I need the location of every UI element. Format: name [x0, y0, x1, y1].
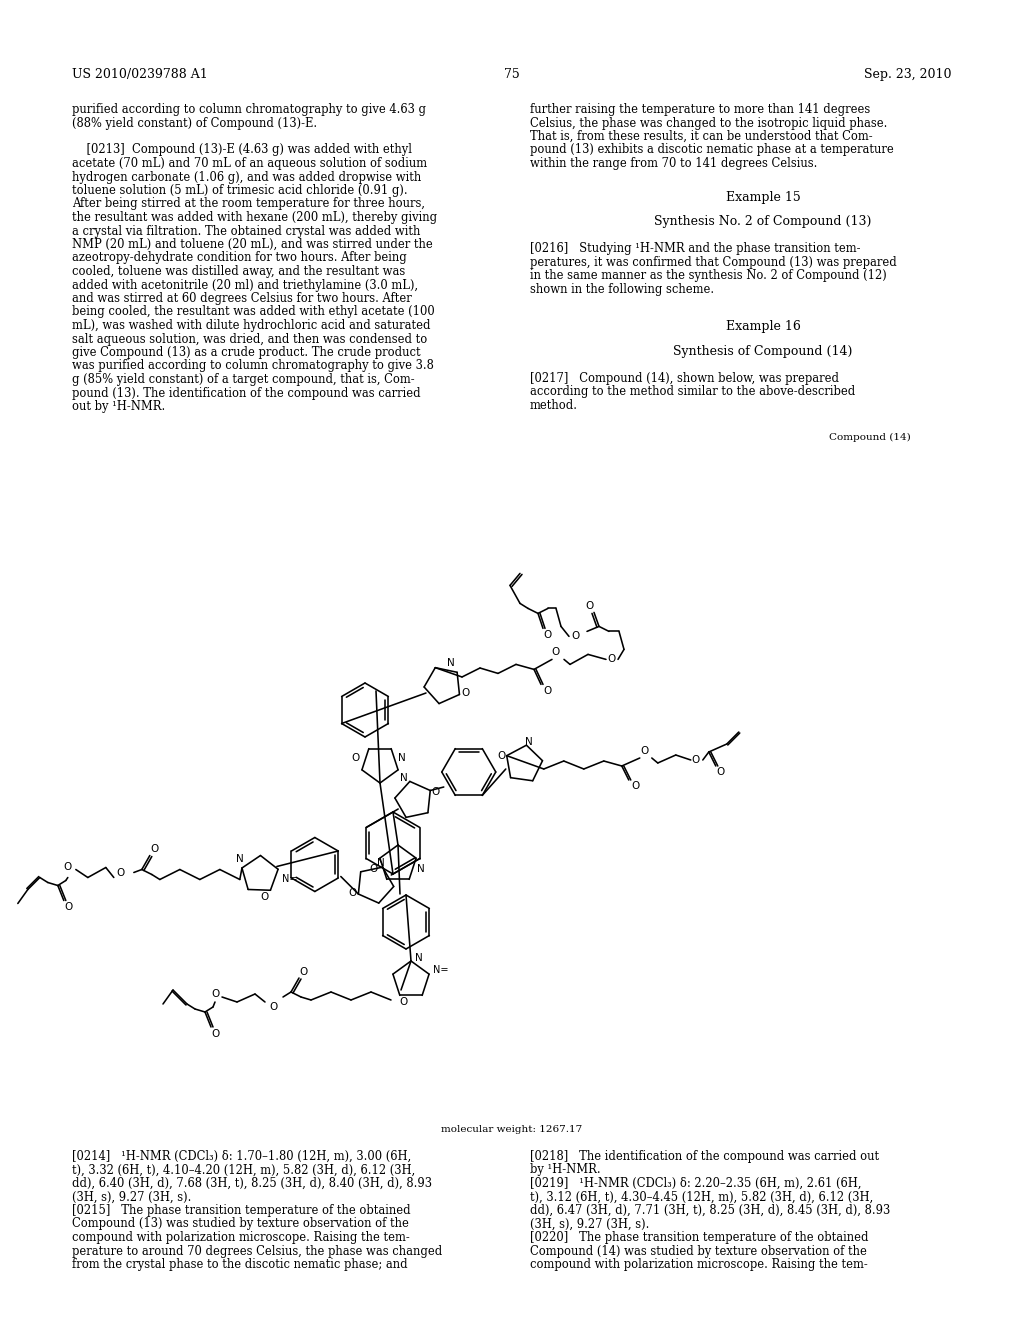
Text: N=: N= — [433, 965, 449, 975]
Text: O: O — [432, 787, 440, 797]
Text: [0214]   ¹H-NMR (CDCl₃) δ: 1.70–1.80 (12H, m), 3.00 (6H,: [0214] ¹H-NMR (CDCl₃) δ: 1.70–1.80 (12H,… — [72, 1150, 412, 1163]
Text: pound (13) exhibits a discotic nematic phase at a temperature: pound (13) exhibits a discotic nematic p… — [530, 144, 894, 157]
Text: [0218]   The identification of the compound was carried out: [0218] The identification of the compoun… — [530, 1150, 880, 1163]
Text: Celsius, the phase was changed to the isotropic liquid phase.: Celsius, the phase was changed to the is… — [530, 116, 888, 129]
Text: further raising the temperature to more than 141 degrees: further raising the temperature to more … — [530, 103, 870, 116]
Text: (88% yield constant) of Compound (13)-E.: (88% yield constant) of Compound (13)-E. — [72, 116, 317, 129]
Text: Example 15: Example 15 — [726, 191, 801, 203]
Text: [0216]   Studying ¹H-NMR and the phase transition tem-: [0216] Studying ¹H-NMR and the phase tra… — [530, 242, 860, 255]
Text: N: N — [377, 858, 385, 867]
Text: O: O — [571, 631, 581, 642]
Text: method.: method. — [530, 399, 578, 412]
Text: N=: N= — [282, 874, 297, 884]
Text: O: O — [269, 1002, 278, 1012]
Text: g (85% yield constant) of a target compound, that is, Com-: g (85% yield constant) of a target compo… — [72, 374, 415, 385]
Text: O: O — [370, 865, 378, 874]
Text: Synthesis of Compound (14): Synthesis of Compound (14) — [674, 345, 853, 358]
Text: t), 3.32 (6H, t), 4.10–4.20 (12H, m), 5.82 (3H, d), 6.12 (3H,: t), 3.32 (6H, t), 4.10–4.20 (12H, m), 5.… — [72, 1163, 416, 1176]
Text: out by ¹H-NMR.: out by ¹H-NMR. — [72, 400, 165, 413]
Text: O: O — [399, 997, 408, 1007]
Text: [0219]   ¹H-NMR (CDCl₃) δ: 2.20–2.35 (6H, m), 2.61 (6H,: [0219] ¹H-NMR (CDCl₃) δ: 2.20–2.35 (6H, … — [530, 1177, 861, 1191]
Text: being cooled, the resultant was added with ethyl acetate (100: being cooled, the resultant was added wi… — [72, 305, 435, 318]
Text: [0220]   The phase transition temperature of the obtained: [0220] The phase transition temperature … — [530, 1232, 868, 1243]
Text: O: O — [352, 752, 360, 763]
Text: according to the method similar to the above-described: according to the method similar to the a… — [530, 385, 855, 399]
Text: salt aqueous solution, was dried, and then was condensed to: salt aqueous solution, was dried, and th… — [72, 333, 427, 346]
Text: O: O — [607, 655, 615, 664]
Text: O: O — [498, 751, 506, 762]
Text: and was stirred at 60 degrees Celsius for two hours. After: and was stirred at 60 degrees Celsius fo… — [72, 292, 412, 305]
Text: That is, from these results, it can be understood that Com-: That is, from these results, it can be u… — [530, 129, 872, 143]
Text: (3H, s), 9.27 (3H, s).: (3H, s), 9.27 (3H, s). — [72, 1191, 191, 1204]
Text: O: O — [211, 989, 219, 999]
Text: US 2010/0239788 A1: US 2010/0239788 A1 — [72, 69, 208, 81]
Text: Compound (14) was studied by texture observation of the: Compound (14) was studied by texture obs… — [530, 1245, 867, 1258]
Text: by ¹H-NMR.: by ¹H-NMR. — [530, 1163, 601, 1176]
Text: O: O — [63, 862, 72, 873]
Text: peratures, it was confirmed that Compound (13) was prepared: peratures, it was confirmed that Compoun… — [530, 256, 897, 268]
Text: within the range from 70 to 141 degrees Celsius.: within the range from 70 to 141 degrees … — [530, 157, 817, 170]
Text: Sep. 23, 2010: Sep. 23, 2010 — [864, 69, 952, 81]
Text: 75: 75 — [504, 69, 520, 81]
Text: Compound (14): Compound (14) — [829, 433, 911, 441]
Text: N: N — [447, 657, 455, 668]
Text: acetate (70 mL) and 70 mL of an aqueous solution of sodium: acetate (70 mL) and 70 mL of an aqueous … — [72, 157, 427, 170]
Text: the resultant was added with hexane (200 mL), thereby giving: the resultant was added with hexane (200… — [72, 211, 437, 224]
Text: O: O — [691, 755, 700, 766]
Text: [0217]   Compound (14), shown below, was prepared: [0217] Compound (14), shown below, was p… — [530, 372, 839, 384]
Text: in the same manner as the synthesis No. 2 of Compound (12): in the same manner as the synthesis No. … — [530, 269, 887, 282]
Text: was purified according to column chromatography to give 3.8: was purified according to column chromat… — [72, 359, 434, 372]
Text: O: O — [212, 1030, 220, 1039]
Text: hydrogen carbonate (1.06 g), and was added dropwise with: hydrogen carbonate (1.06 g), and was add… — [72, 170, 421, 183]
Text: O: O — [261, 891, 269, 902]
Text: molecular weight: 1267.17: molecular weight: 1267.17 — [441, 1125, 583, 1134]
Text: dd), 6.40 (3H, d), 7.68 (3H, t), 8.25 (3H, d), 8.40 (3H, d), 8.93: dd), 6.40 (3H, d), 7.68 (3H, t), 8.25 (3… — [72, 1177, 432, 1191]
Text: give Compound (13) as a crude product. The crude product: give Compound (13) as a crude product. T… — [72, 346, 421, 359]
Text: O: O — [117, 867, 125, 878]
Text: O: O — [461, 688, 469, 698]
Text: from the crystal phase to the discotic nematic phase; and: from the crystal phase to the discotic n… — [72, 1258, 408, 1271]
Text: a crystal via filtration. The obtained crystal was added with: a crystal via filtration. The obtained c… — [72, 224, 421, 238]
Text: dd), 6.47 (3H, d), 7.71 (3H, t), 8.25 (3H, d), 8.45 (3H, d), 8.93: dd), 6.47 (3H, d), 7.71 (3H, t), 8.25 (3… — [530, 1204, 890, 1217]
Text: Synthesis No. 2 of Compound (13): Synthesis No. 2 of Compound (13) — [654, 215, 871, 228]
Text: N: N — [398, 752, 406, 763]
Text: cooled, toluene was distilled away, and the resultant was: cooled, toluene was distilled away, and … — [72, 265, 406, 279]
Text: O: O — [544, 686, 552, 697]
Text: O: O — [299, 968, 307, 977]
Text: compound with polarization microscope. Raising the tem-: compound with polarization microscope. R… — [530, 1258, 867, 1271]
Text: N: N — [417, 865, 425, 874]
Text: N: N — [415, 953, 423, 964]
Text: pound (13). The identification of the compound was carried: pound (13). The identification of the co… — [72, 387, 421, 400]
Text: NMP (20 mL) and toluene (20 mL), and was stirred under the: NMP (20 mL) and toluene (20 mL), and was… — [72, 238, 433, 251]
Text: toluene solution (5 mL) of trimesic acid chloride (0.91 g).: toluene solution (5 mL) of trimesic acid… — [72, 183, 408, 197]
Text: Example 16: Example 16 — [726, 321, 801, 334]
Text: t), 3.12 (6H, t), 4.30–4.45 (12H, m), 5.82 (3H, d), 6.12 (3H,: t), 3.12 (6H, t), 4.30–4.45 (12H, m), 5.… — [530, 1191, 873, 1204]
Text: perature to around 70 degrees Celsius, the phase was changed: perature to around 70 degrees Celsius, t… — [72, 1245, 442, 1258]
Text: O: O — [717, 767, 725, 777]
Text: N: N — [400, 774, 408, 783]
Text: N: N — [236, 854, 244, 865]
Text: azeotropy-dehydrate condition for two hours. After being: azeotropy-dehydrate condition for two ho… — [72, 252, 407, 264]
Text: O: O — [632, 781, 640, 791]
Text: mL), was washed with dilute hydrochloric acid and saturated: mL), was washed with dilute hydrochloric… — [72, 319, 430, 333]
Text: O: O — [544, 631, 552, 640]
Text: [0213]  Compound (13)-E (4.63 g) was added with ethyl: [0213] Compound (13)-E (4.63 g) was adde… — [72, 144, 412, 157]
Text: O: O — [65, 903, 73, 912]
Text: O: O — [552, 647, 560, 657]
Text: shown in the following scheme.: shown in the following scheme. — [530, 282, 714, 296]
Text: [0215]   The phase transition temperature of the obtained: [0215] The phase transition temperature … — [72, 1204, 411, 1217]
Text: Compound (13) was studied by texture observation of the: Compound (13) was studied by texture obs… — [72, 1217, 409, 1230]
Text: added with acetonitrile (20 ml) and triethylamine (3.0 mL),: added with acetonitrile (20 ml) and trie… — [72, 279, 418, 292]
Text: After being stirred at the room temperature for three hours,: After being stirred at the room temperat… — [72, 198, 425, 210]
Text: N: N — [525, 737, 532, 747]
Text: purified according to column chromatography to give 4.63 g: purified according to column chromatogra… — [72, 103, 426, 116]
Text: O: O — [151, 845, 159, 854]
Text: O: O — [641, 746, 649, 756]
Text: compound with polarization microscope. Raising the tem-: compound with polarization microscope. R… — [72, 1232, 410, 1243]
Text: O: O — [585, 602, 593, 611]
Text: (3H, s), 9.27 (3H, s).: (3H, s), 9.27 (3H, s). — [530, 1217, 649, 1230]
Text: O: O — [349, 887, 357, 898]
